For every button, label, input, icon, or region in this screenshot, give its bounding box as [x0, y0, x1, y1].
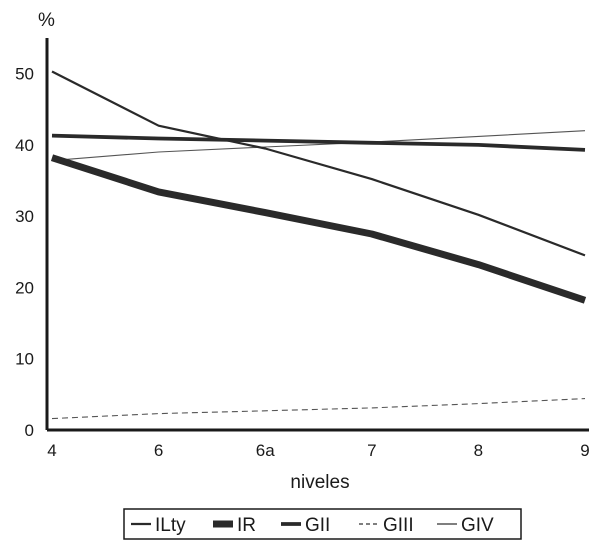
y-tick-label: 40: [15, 136, 34, 155]
x-tick-label: 8: [474, 441, 483, 460]
x-axis-ticks: 4 6 6a 7 8 9: [47, 441, 589, 460]
legend-label-giii: GIII: [383, 515, 414, 536]
y-axis-ticks: 0 10 20 30 40 50: [15, 65, 34, 440]
x-tick-label: 4: [47, 441, 56, 460]
x-tick-label: 9: [580, 441, 589, 460]
y-axis-title: %: [38, 10, 55, 31]
series-line-gii: [51, 133, 586, 152]
x-tick-label: 6: [154, 441, 163, 460]
y-tick-label: 10: [15, 350, 34, 369]
y-tick-label: 30: [15, 207, 34, 226]
series-line-giv: [51, 130, 586, 162]
y-tick-label: 50: [15, 65, 34, 84]
series-line-ilty: [51, 70, 586, 257]
y-tick-label: 0: [25, 421, 34, 440]
y-tick-label: 20: [15, 278, 34, 297]
legend-box: [123, 508, 522, 540]
legend: ILty IR GII GIII GIV: [123, 508, 522, 540]
legend-label-ir: IR: [237, 515, 256, 536]
series-line-giii: [51, 398, 586, 420]
legend-label-gii: GII: [305, 515, 330, 536]
x-axis-title: niveles: [290, 472, 349, 493]
series-line-ir: [50, 154, 587, 304]
x-tick-label: 6a: [256, 441, 275, 460]
x-tick-label: 7: [367, 441, 376, 460]
legend-label-giv: GIV: [461, 515, 494, 536]
series-lines: [50, 70, 587, 420]
legend-label-ilty: ILty: [155, 515, 186, 536]
